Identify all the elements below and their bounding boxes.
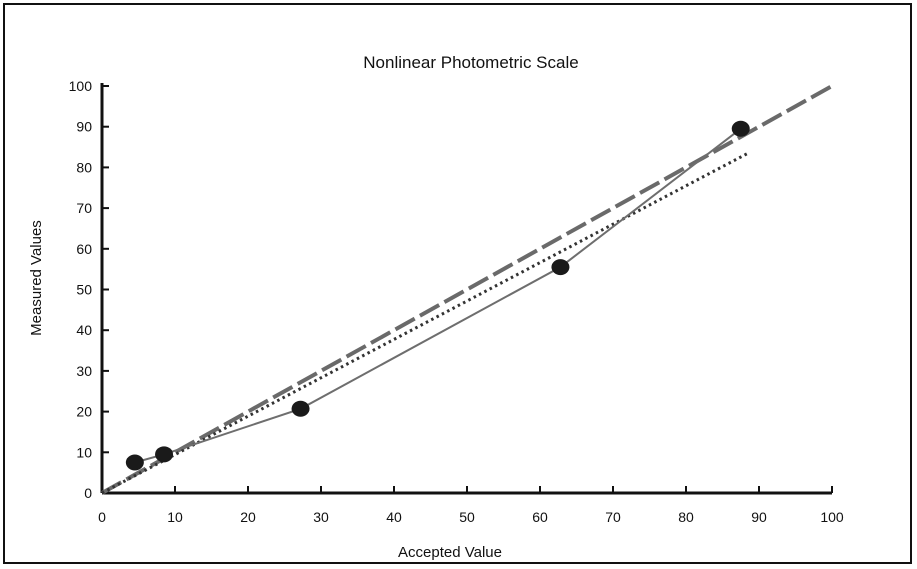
y-tick-label: 30 — [76, 363, 92, 379]
x-tick-label: 60 — [532, 509, 548, 525]
y-tick-label: 90 — [76, 119, 92, 135]
x-tick-label: 20 — [240, 509, 256, 525]
x-tick-label: 10 — [167, 509, 183, 525]
data-point — [731, 120, 750, 137]
x-axis-label: Accepted Value — [398, 544, 502, 561]
series-line-2 — [101, 151, 749, 495]
y-tick-label: 70 — [76, 200, 92, 216]
axes: 0 10 20 30 40 50 60 70 80 90 100 0 10 20 30 40 50 60 70 80 9… — [69, 78, 844, 525]
y-tick-label: 50 — [76, 282, 92, 298]
x-tick-label: 70 — [605, 509, 621, 525]
data-point — [551, 259, 570, 276]
data-point — [155, 446, 174, 463]
x-tick-label: 30 — [313, 509, 329, 525]
x-tick-label: 50 — [459, 509, 475, 525]
chart-frame — [3, 3, 912, 564]
chart-title: Nonlinear Photometric Scale — [363, 53, 578, 72]
y-tick-label: 80 — [76, 159, 92, 175]
x-tick-label: 0 — [98, 509, 106, 525]
y-tick-label: 40 — [76, 322, 92, 338]
x-tick-label: 90 — [751, 509, 767, 525]
y-tick-label: 100 — [69, 78, 93, 94]
x-tick-label: 100 — [820, 509, 844, 525]
series-line-1 — [101, 84, 833, 495]
data-point — [125, 454, 144, 471]
y-tick-label: 10 — [76, 444, 92, 460]
series-layer — [101, 84, 833, 495]
series-line-0 — [134, 127, 742, 464]
y-tick-label: 20 — [76, 404, 92, 420]
y-axis-label: Measured Values — [28, 220, 45, 336]
y-tick-label: 0 — [84, 485, 92, 501]
y-tick-label: 60 — [76, 241, 92, 257]
data-point — [291, 400, 310, 417]
x-tick-label: 80 — [678, 509, 694, 525]
x-tick-label: 40 — [386, 509, 402, 525]
